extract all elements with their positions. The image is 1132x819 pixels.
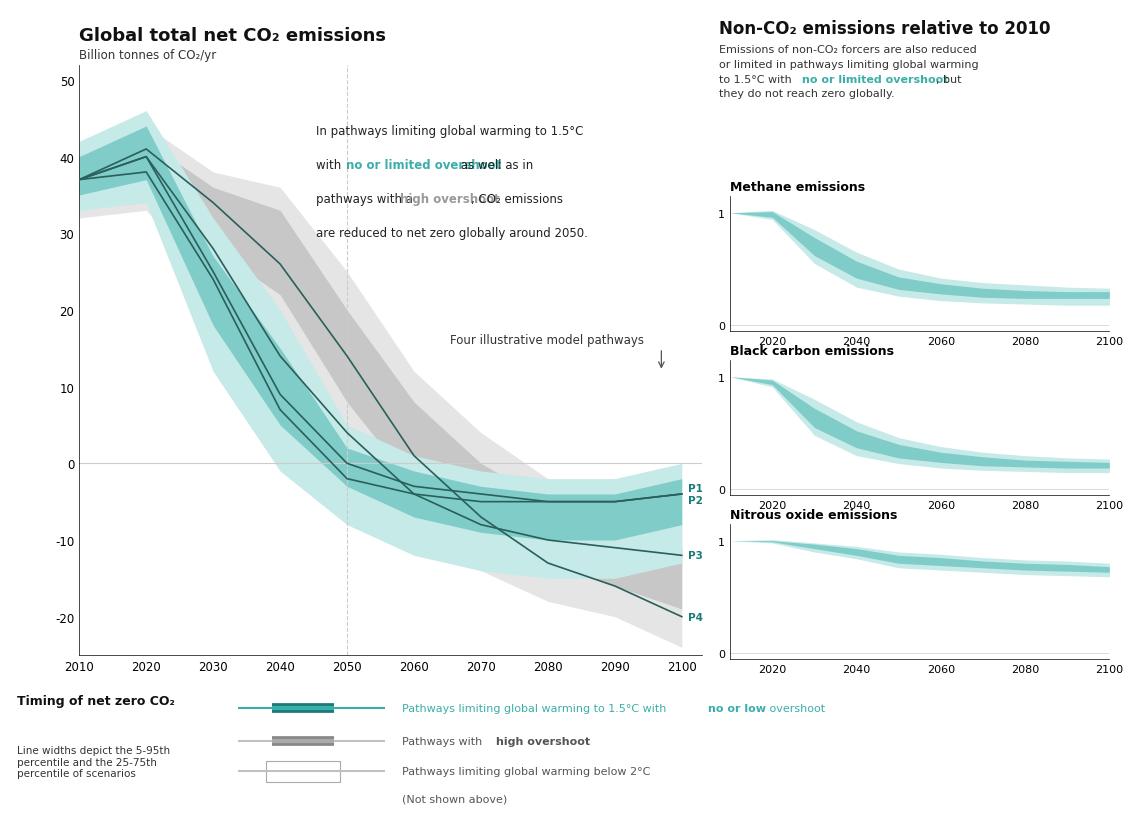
- Text: with: with: [316, 159, 345, 172]
- Text: Methane emissions: Methane emissions: [730, 181, 865, 194]
- Text: , CO₂ emissions: , CO₂ emissions: [472, 193, 564, 206]
- Text: Timing of net zero CO₂: Timing of net zero CO₂: [17, 694, 174, 707]
- Text: no or low: no or low: [708, 704, 765, 713]
- Text: Line widths depict the 5-95th
percentile and the 25-75th
percentile of scenarios: Line widths depict the 5-95th percentile…: [17, 745, 170, 778]
- Text: high overshoot: high overshoot: [400, 193, 499, 206]
- Text: P3: P3: [688, 550, 703, 561]
- Text: Global total net CO₂ emissions: Global total net CO₂ emissions: [79, 27, 386, 45]
- Bar: [266, 761, 340, 782]
- Text: overshoot: overshoot: [766, 704, 825, 713]
- Text: (Not shown above): (Not shown above): [402, 794, 507, 803]
- Text: as well as in: as well as in: [456, 159, 533, 172]
- Text: Black carbon emissions: Black carbon emissions: [730, 345, 894, 358]
- Text: or limited in pathways limiting global warming: or limited in pathways limiting global w…: [719, 60, 978, 70]
- Text: Billion tonnes of CO₂/yr: Billion tonnes of CO₂/yr: [79, 48, 216, 61]
- Text: Nitrous oxide emissions: Nitrous oxide emissions: [730, 509, 898, 522]
- Text: Pathways limiting global warming to 1.5°C with: Pathways limiting global warming to 1.5°…: [402, 704, 670, 713]
- Text: P4: P4: [688, 612, 703, 622]
- Text: Emissions of non-CO₂ forcers are also reduced: Emissions of non-CO₂ forcers are also re…: [719, 45, 977, 55]
- Text: , but: , but: [935, 75, 961, 84]
- Text: In pathways limiting global warming to 1.5°C: In pathways limiting global warming to 1…: [316, 124, 583, 138]
- Text: P2: P2: [688, 495, 703, 505]
- Text: Pathways limiting global warming below 2°C: Pathways limiting global warming below 2…: [402, 767, 650, 776]
- Text: are reduced to net zero globally around 2050.: are reduced to net zero globally around …: [316, 227, 588, 240]
- Text: P1: P1: [688, 483, 703, 493]
- Text: they do not reach zero globally.: they do not reach zero globally.: [719, 89, 894, 99]
- Text: no or limited overshoot: no or limited overshoot: [345, 159, 501, 172]
- Text: to 1.5°C with: to 1.5°C with: [719, 75, 795, 84]
- Text: Non-CO₂ emissions relative to 2010: Non-CO₂ emissions relative to 2010: [719, 20, 1050, 38]
- Text: no or limited overshoot: no or limited overshoot: [801, 75, 949, 84]
- Text: Four illustrative model pathways: Four illustrative model pathways: [449, 334, 644, 346]
- Text: pathways with a: pathways with a: [316, 193, 417, 206]
- Text: Pathways with: Pathways with: [402, 736, 486, 746]
- Text: high overshoot: high overshoot: [496, 736, 590, 746]
